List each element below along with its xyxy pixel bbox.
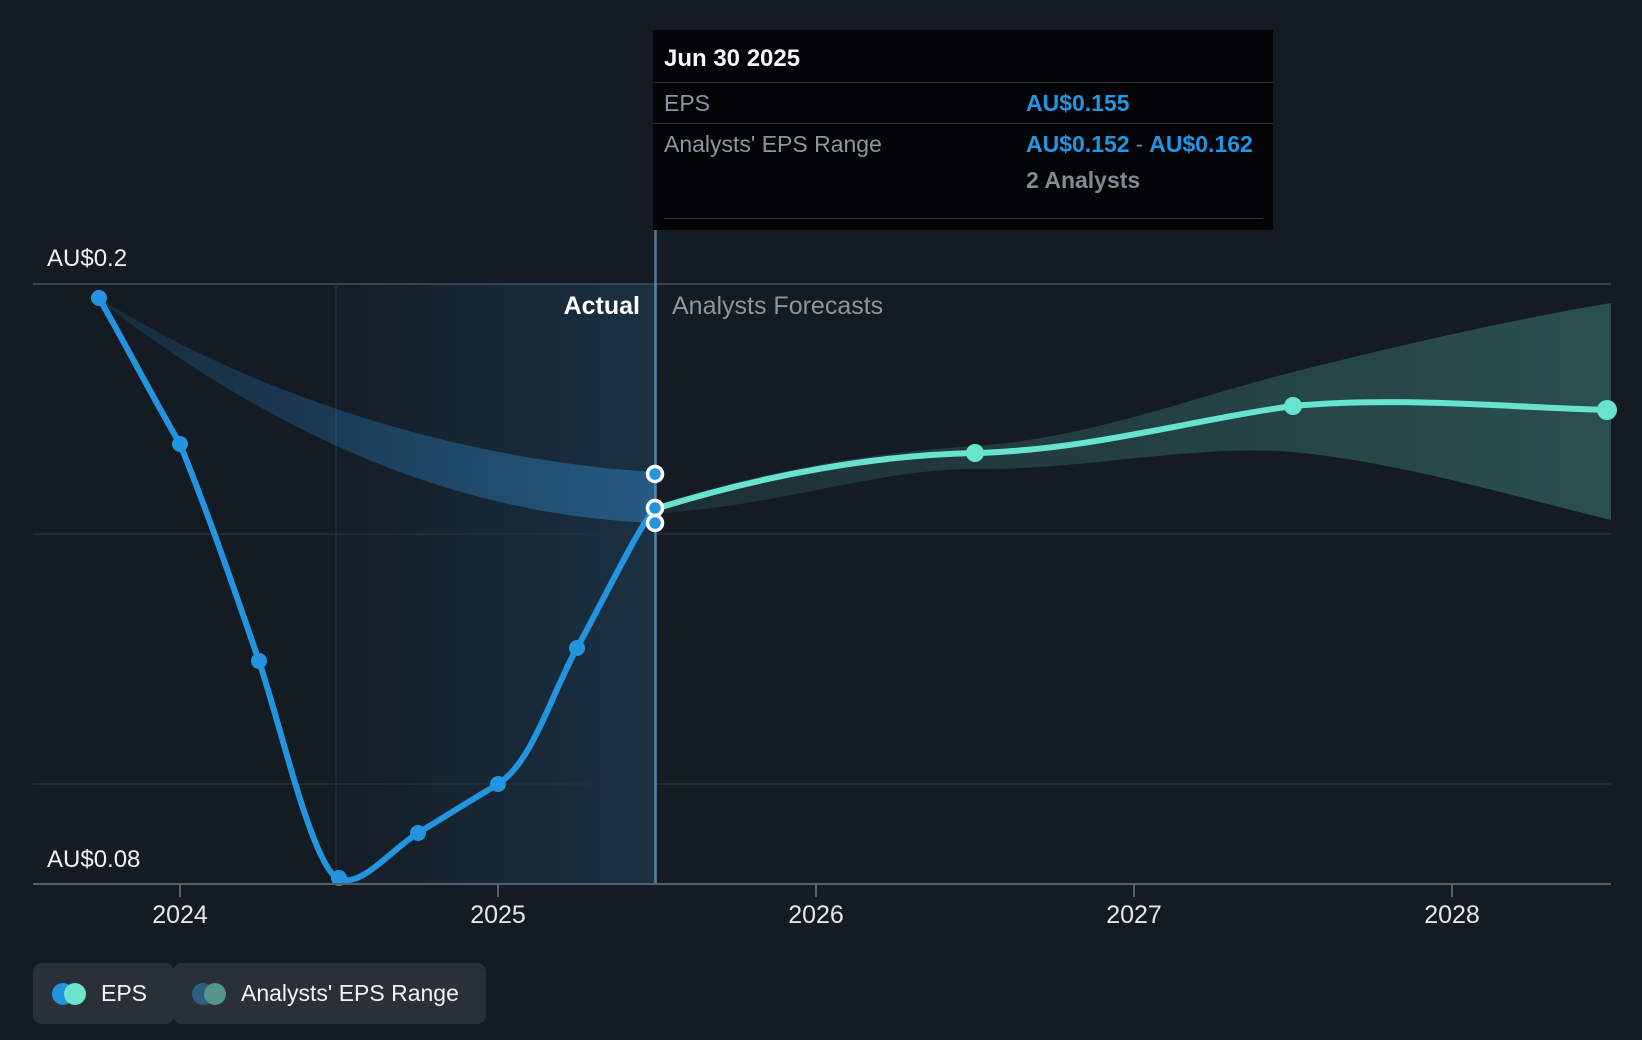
data-point-dec-2024[interactable] — [490, 776, 506, 792]
tooltip-eps-label: EPS — [664, 90, 711, 116]
hover-point-range-high[interactable] — [645, 464, 665, 484]
tooltip-range-label: Analysts' EPS Range — [664, 131, 882, 157]
tooltip-date: Jun 30 2025 — [653, 30, 1273, 83]
eps-forecast-line[interactable] — [652, 399, 1610, 512]
zone-label-analysts-forecasts: Analysts Forecasts — [672, 292, 884, 320]
tooltip-range-value: AU$0.152- AU$0.162 — [1026, 131, 1253, 157]
data-point-mar-2025[interactable] — [569, 640, 585, 656]
y-axis-min-label: AU$0.08 — [47, 846, 141, 873]
tooltip-bottom-divider — [664, 218, 1263, 219]
legend-range-label: Analysts' EPS Range — [241, 980, 459, 1006]
data-point-jun-2027[interactable] — [1284, 397, 1302, 415]
x-tick-label-2026: 2026 — [788, 901, 844, 929]
data-point-sep-2024[interactable] — [410, 825, 426, 841]
legend-chip-eps[interactable]: EPS — [33, 963, 175, 1024]
tooltip-eps-value: AU$0.155 — [1026, 90, 1130, 116]
data-point-dec-2023[interactable] — [172, 436, 188, 452]
x-tick-label-2025: 2025 — [470, 901, 526, 929]
data-point-jun-2026[interactable] — [966, 444, 984, 462]
tooltip-analyst-count: 2 Analysts — [1026, 167, 1141, 193]
hover-tooltip: Jun 30 2025 EPS AU$0.155 Analysts' EPS R… — [653, 30, 1273, 230]
data-point-mar-2024[interactable] — [251, 653, 267, 669]
x-axis-ticks — [179, 884, 1453, 897]
data-point-jun-2028[interactable] — [1597, 400, 1617, 420]
zone-label-actual: Actual — [563, 292, 640, 320]
tooltip-eps-row: EPS AU$0.155 — [653, 83, 1273, 124]
x-tick-label-2024: 2024 — [152, 901, 208, 929]
legend-eps-label: EPS — [101, 980, 148, 1006]
data-point-sep-2023[interactable] — [91, 290, 107, 306]
legend-chip-analysts-eps-range[interactable]: Analysts' EPS Range — [173, 963, 486, 1024]
x-tick-label-2028: 2028 — [1424, 901, 1480, 929]
analysts-range-band-forecast[interactable] — [657, 303, 1611, 520]
data-point-jun-2024[interactable] — [331, 870, 347, 886]
hover-point-range-low[interactable] — [645, 513, 665, 533]
tooltip-range-row: Analysts' EPS Range AU$0.152- AU$0.162 — [653, 124, 1273, 164]
x-tick-label-2027: 2027 — [1106, 901, 1162, 929]
range-series-color-icon — [192, 982, 226, 1005]
eps-series-color-icon — [52, 982, 86, 1005]
y-axis-max-label: AU$0.2 — [47, 245, 128, 272]
analysts-range-band-past[interactable] — [99, 298, 655, 523]
hover-point-eps[interactable] — [645, 498, 665, 518]
